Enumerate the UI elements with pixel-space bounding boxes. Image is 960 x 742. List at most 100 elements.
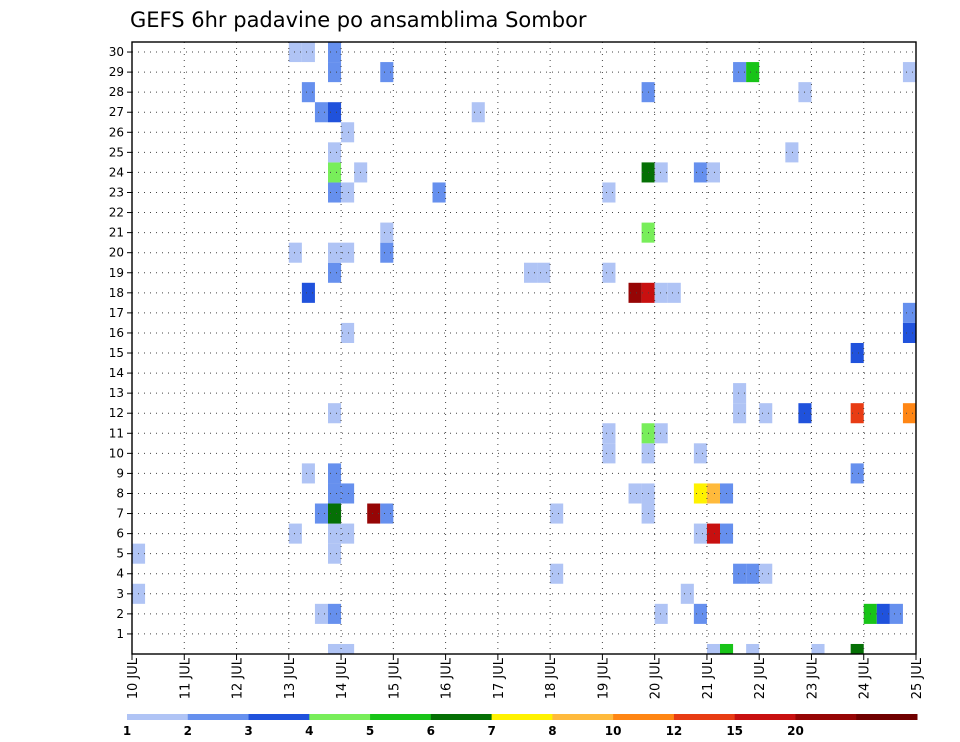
y-tick-label: 15 xyxy=(109,346,124,360)
ensemble-cell xyxy=(680,583,694,604)
legend-swatch xyxy=(491,714,553,720)
ensemble-cell xyxy=(288,42,302,63)
y-tick-label: 7 xyxy=(116,507,124,521)
ensemble-cell xyxy=(328,242,342,263)
y-tick-label: 21 xyxy=(109,226,124,240)
ensemble-cell xyxy=(602,423,616,444)
ensemble-cell xyxy=(524,262,538,283)
y-tick-label: 2 xyxy=(116,607,124,621)
ensemble-cell xyxy=(328,162,342,183)
y-tick-label: 6 xyxy=(116,527,124,541)
x-tick-label: 15 JUL xyxy=(387,657,402,699)
ensemble-cell xyxy=(902,62,916,83)
ensemble-cell xyxy=(328,543,342,564)
y-tick-label: 27 xyxy=(109,105,124,119)
y-tick-label: 10 xyxy=(109,446,124,460)
legend-label: 3 xyxy=(244,724,252,738)
x-tick-label: 10 JUL xyxy=(126,657,141,699)
ensemble-cell xyxy=(341,483,355,504)
ensemble-cell xyxy=(341,122,355,143)
ensemble-cell xyxy=(328,483,342,504)
ensemble-cell xyxy=(380,222,394,243)
y-tick-label: 9 xyxy=(116,466,124,480)
legend: 1 2 3 4 5 6 7 8 10 12 15 20 xyxy=(123,714,918,738)
ensemble-cell xyxy=(706,162,720,183)
y-axis: 1234567891011121314151617181920212223242… xyxy=(109,45,132,641)
x-tick-label: 13 JUL xyxy=(283,657,298,699)
ensemble-cell xyxy=(706,523,720,544)
legend-label: 6 xyxy=(427,724,435,738)
ensemble-cell xyxy=(328,262,342,283)
x-tick-label: 21 JUL xyxy=(701,657,716,699)
y-tick-label: 22 xyxy=(109,206,124,220)
y-tick-label: 29 xyxy=(109,65,124,79)
ensemble-cell xyxy=(602,262,616,283)
x-tick-label: 11 JUL xyxy=(178,657,193,699)
y-tick-label: 28 xyxy=(109,85,124,99)
y-tick-label: 17 xyxy=(109,306,124,320)
ensemble-cell xyxy=(341,523,355,544)
y-tick-label: 16 xyxy=(109,326,124,340)
x-tick-label: 24 JUL xyxy=(858,657,873,699)
ensemble-cell xyxy=(746,563,760,584)
y-tick-label: 5 xyxy=(116,547,124,561)
ensemble-cell xyxy=(328,603,342,624)
legend-swatch xyxy=(430,714,493,720)
ensemble-cell xyxy=(314,102,328,123)
ensemble-cell xyxy=(693,483,707,504)
ensemble-cell xyxy=(602,443,616,464)
x-axis: 10 JUL 11 JUL 12 JUL 13 JUL 14 JUL 15 JUL 16 J… xyxy=(126,654,925,699)
ensemble-cell xyxy=(693,523,707,544)
ensemble-cell xyxy=(850,463,864,484)
ensemble-cell xyxy=(301,282,315,303)
ensemble-cell xyxy=(902,302,916,323)
y-tick-label: 14 xyxy=(109,366,124,380)
x-tick-label: 25 JUL xyxy=(910,657,925,699)
y-tick-label: 23 xyxy=(109,185,124,199)
y-tick-label: 30 xyxy=(109,45,124,59)
ensemble-cell xyxy=(746,62,760,83)
ensemble-cell xyxy=(301,42,315,63)
legend-label: 5 xyxy=(366,724,374,738)
ensemble-cell xyxy=(341,322,355,343)
ensemble-cell xyxy=(328,463,342,484)
y-tick-label: 8 xyxy=(116,486,124,500)
ensemble-cell xyxy=(733,563,747,584)
ensemble-cell xyxy=(288,242,302,263)
ensemble-cell xyxy=(628,282,642,303)
ensemble-cell xyxy=(341,182,355,203)
plot-frame xyxy=(131,41,917,655)
ensemble-cell xyxy=(367,503,381,524)
ensemble-cell xyxy=(380,503,394,524)
ensemble-cell xyxy=(550,503,564,524)
y-tick-label: 20 xyxy=(109,246,124,260)
ensemble-cell xyxy=(341,643,355,654)
y-tick-label: 19 xyxy=(109,266,124,280)
ensemble-cell xyxy=(328,403,342,424)
ensemble-cell xyxy=(550,563,564,584)
y-tick-label: 4 xyxy=(116,567,124,581)
ensemble-cell xyxy=(301,82,315,103)
ensemble-cell xyxy=(876,603,890,624)
ensemble-cell xyxy=(850,643,864,654)
ensemble-cell xyxy=(654,162,668,183)
ensemble-cell xyxy=(667,282,681,303)
ensemble-cell xyxy=(706,643,720,654)
x-tick-label: 14 JUL xyxy=(335,657,350,699)
y-tick-label: 24 xyxy=(109,165,124,179)
ensemble-cell xyxy=(693,162,707,183)
x-tick-label: 18 JUL xyxy=(544,657,559,699)
ensemble-cell xyxy=(654,423,668,444)
legend-label: 7 xyxy=(487,724,495,738)
legend-swatch xyxy=(795,714,857,720)
ensemble-cell xyxy=(380,242,394,263)
ensemble-cell xyxy=(733,403,747,424)
y-tick-label: 18 xyxy=(109,286,124,300)
ensemble-cell xyxy=(288,523,302,544)
legend-swatch xyxy=(309,714,371,720)
legend-swatch xyxy=(552,714,614,720)
ensemble-cell xyxy=(902,403,916,424)
ensemble-cell xyxy=(328,503,342,524)
ensemble-cell xyxy=(902,322,916,343)
